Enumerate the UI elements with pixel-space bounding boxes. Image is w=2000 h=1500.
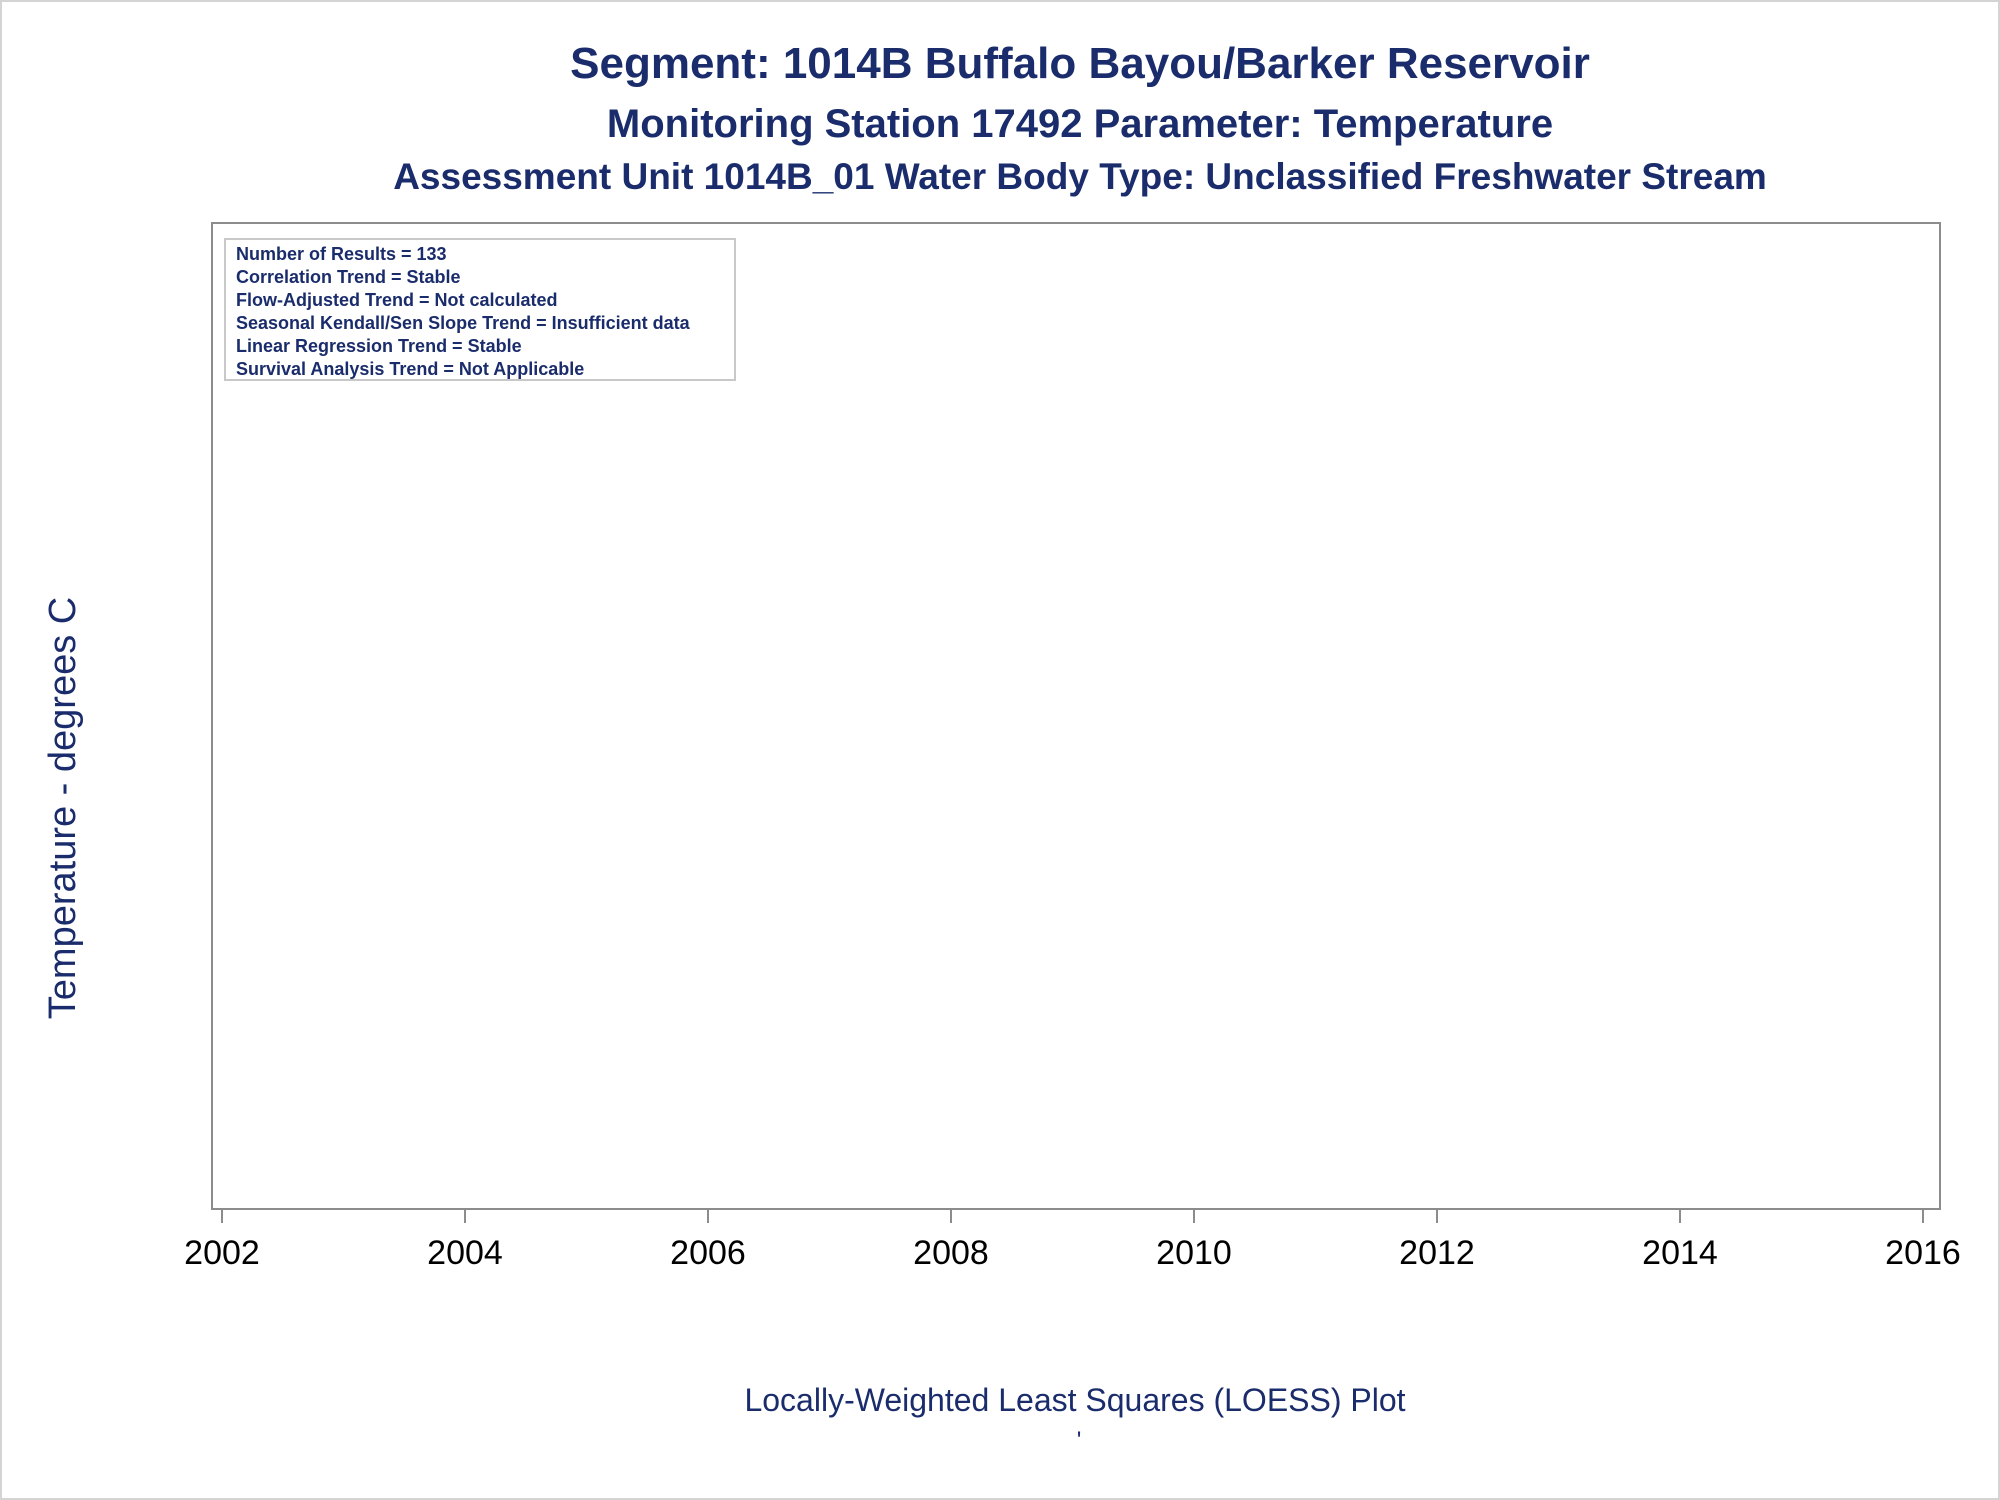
footnote: ': [1077, 1427, 1082, 1454]
stats-box-border: [224, 238, 736, 381]
chart-title: Segment: 1014B Buffalo Bayou/Barker Rese…: [570, 39, 1590, 88]
x-axis: 2002 2004 2006 2008 2010 2012 2014 2016: [184, 1209, 1961, 1272]
stats-box-line: Correlation Trend = Stable: [236, 267, 461, 287]
x-tick-label: 2012: [1399, 1234, 1475, 1272]
stats-box-line: Linear Regression Trend = Stable: [236, 336, 522, 356]
y-axis-label: Temperature - degrees C: [42, 597, 84, 1019]
stats-box: Number of Results = 133 Correlation Trend…: [224, 238, 736, 381]
stats-box-line: Survival Analysis Trend = Not Applicable: [236, 359, 584, 379]
stats-box-line: Number of Results = 133: [236, 244, 447, 264]
plot-area: [211, 222, 1941, 1210]
stats-box-line: Seasonal Kendall/Sen Slope Trend = Insuf…: [236, 313, 691, 333]
x-axis-label: Locally-Weighted Least Squares (LOESS) P…: [744, 1382, 1405, 1418]
chart-subtitle-2: Assessment Unit 1014B_01 Water Body Type…: [393, 156, 1767, 197]
x-tick-label: 2010: [1156, 1234, 1232, 1272]
stats-box-line: Flow-Adjusted Trend = Not calculated: [236, 290, 558, 310]
x-tick-label: 2006: [670, 1234, 746, 1272]
x-tick-label: 2016: [1885, 1234, 1961, 1272]
x-tick-label: 2002: [184, 1234, 260, 1272]
x-tick-label: 2004: [427, 1234, 503, 1272]
chart-subtitle: Monitoring Station 17492 Parameter: Temp…: [607, 102, 1553, 146]
x-tick-label: 2008: [913, 1234, 989, 1272]
x-tick-label: 2014: [1642, 1234, 1718, 1272]
